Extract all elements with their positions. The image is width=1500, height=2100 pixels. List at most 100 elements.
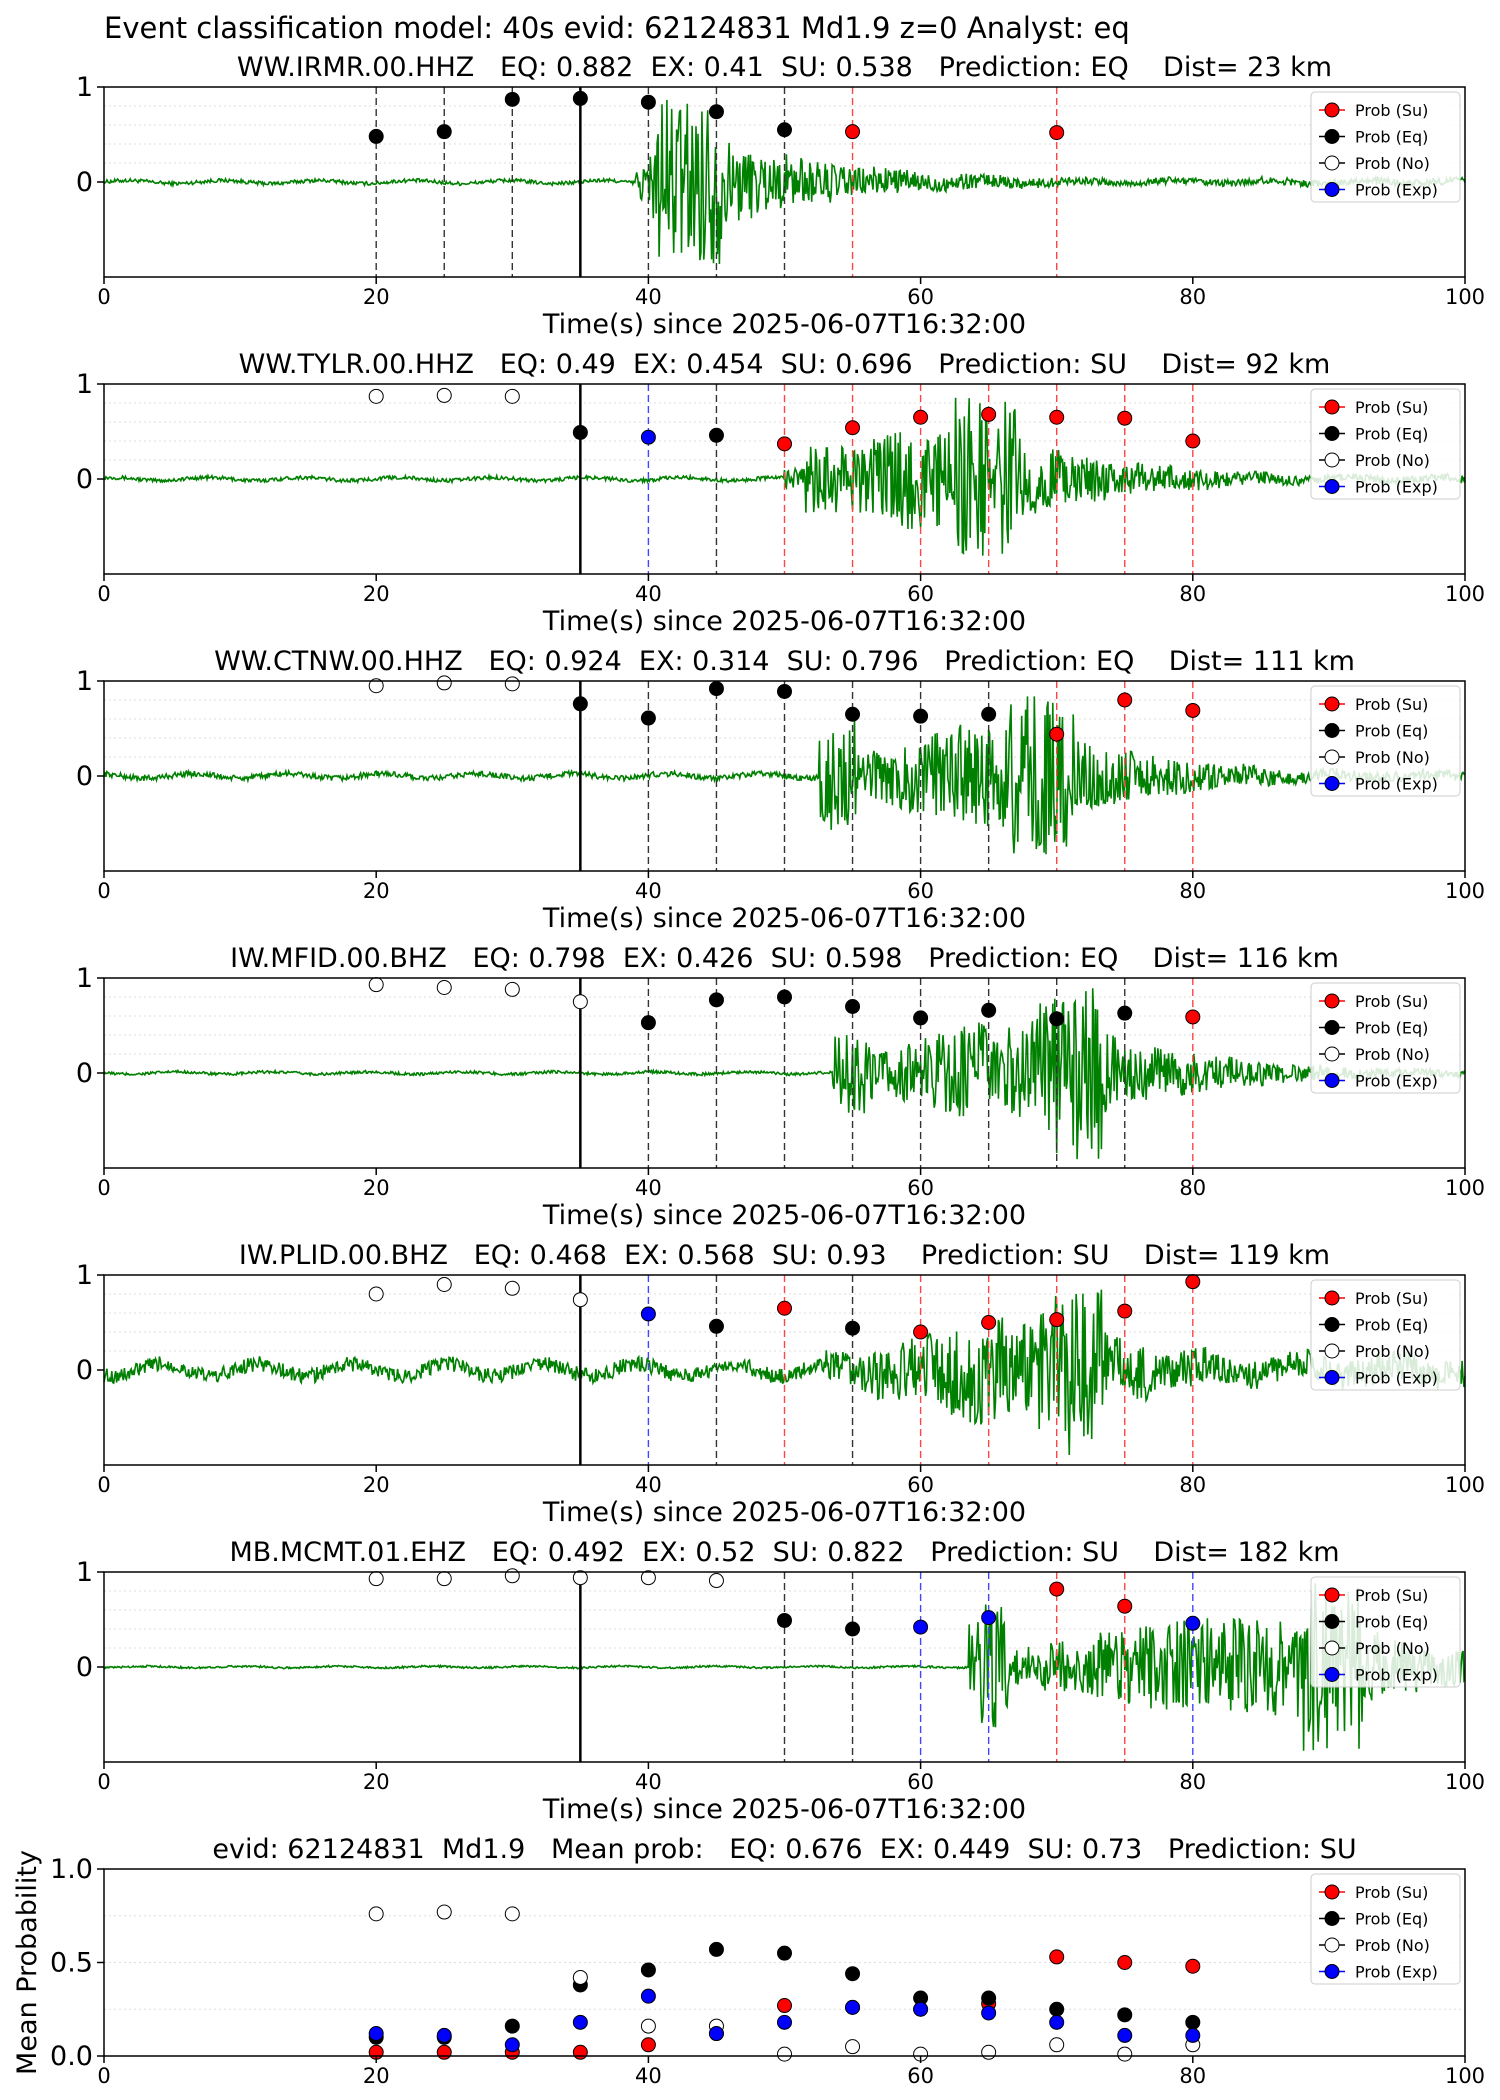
x-tick-label: 100 [1445,1473,1485,1497]
prob-point-su [981,406,997,422]
x-tick-label: 20 [363,1473,390,1497]
mean-point-su [1049,1949,1065,1965]
legend-label: Prob (Su) [1355,992,1428,1011]
prob-point-eq [913,1010,929,1026]
x-tick-label: 100 [1445,2064,1485,2088]
prob-point-no [436,675,452,691]
y-tick-label: 1 [76,1557,93,1588]
x-tick-label: 60 [907,1176,934,1200]
legend-marker-eq [1324,723,1340,738]
y-tick-label: 0 [76,1058,93,1089]
mean-point-exp [504,2037,520,2053]
x-tick-label: 20 [363,582,390,606]
mean-point-eq [640,1962,656,1978]
legend-label: Prob (No) [1355,451,1430,470]
mean-point-su [572,2044,588,2060]
x-axis-label: Time(s) since 2025-06-07T16:32:00 [542,309,1026,340]
prob-point-eq [913,708,929,724]
prob-point-eq [572,90,588,106]
x-tick-label: 0 [97,879,110,903]
x-tick-label: 20 [363,879,390,903]
prob-point-su [1117,410,1133,426]
y-tick-label: 0 [76,464,93,495]
chart-panel-5: IW.PLID.00.BHZ EQ: 0.468 EX: 0.568 SU: 0… [76,1240,1485,1528]
chart-title: WW.IRMR.00.HHZ EQ: 0.882 EX: 0.41 SU: 0.… [237,52,1332,83]
prob-point-no [436,1277,452,1292]
legend-label: Prob (No) [1355,1342,1430,1361]
legend-label: Prob (Exp) [1355,1072,1438,1091]
legend: Prob (Su) Prob (Eq) Prob (No) Prob (Exp) [1310,388,1461,500]
prob-point-su [1049,1312,1065,1328]
x-tick-label: 60 [907,1473,934,1497]
x-tick-label: 0 [97,2064,110,2088]
mean-point-su [640,2037,656,2053]
prob-point-no [436,387,452,403]
mean-point-no [777,2046,792,2062]
legend-label: Prob (Eq) [1355,1910,1428,1929]
legend-marker-no [1324,155,1340,171]
x-tick-label: 80 [1179,1176,1206,1200]
prob-point-eq [777,683,792,699]
mean-point-no [845,2039,861,2055]
x-tick-label: 40 [635,2064,662,2088]
legend-label: Prob (Su) [1355,1586,1428,1605]
legend-label: Prob (No) [1355,1639,1430,1658]
legend-box [1310,982,1461,1094]
y-axis-label: Mean Probability [12,1850,43,2075]
mean-point-no [504,1906,520,1922]
legend-marker-su [1324,696,1340,712]
x-tick-label: 0 [97,1770,110,1794]
mean-point-exp [777,2014,792,2030]
prob-point-su [1117,1598,1133,1614]
waveform-trace [103,696,1466,855]
prob-point-no [368,977,384,993]
x-tick-label: 0 [97,1176,110,1200]
mean-point-exp [1185,2027,1201,2043]
mean-point-exp [1049,2014,1065,2030]
prob-point-no [504,1280,520,1296]
chart-title: IW.PLID.00.BHZ EQ: 0.468 EX: 0.568 SU: 0… [239,1240,1330,1271]
waveform-trace [103,99,1466,265]
mean-point-exp [572,2014,588,2030]
mean-point-su [436,2044,452,2060]
x-tick-label: 0 [97,582,110,606]
legend-label: Prob (Eq) [1355,1316,1428,1335]
legend-label: Prob (No) [1355,748,1430,767]
y-tick-label: 0 [76,1652,93,1683]
x-tick-label: 40 [635,1770,662,1794]
prob-point-eq [845,1320,861,1336]
prob-point-eq [572,696,588,712]
x-tick-label: 80 [1179,285,1206,309]
mean-point-exp [640,1988,656,2004]
chart-title: WW.TYLR.00.HHZ EQ: 0.49 EX: 0.454 SU: 0.… [239,349,1331,380]
legend-marker-eq [1324,1614,1340,1629]
chart-panel-2: WW.TYLR.00.HHZ EQ: 0.49 EX: 0.454 SU: 0.… [76,349,1485,637]
prob-point-su [777,1300,792,1316]
legend-label: Prob (Su) [1355,101,1428,120]
prob-point-su [777,436,792,452]
legend-marker-no [1324,452,1340,468]
legend-marker-exp [1324,1370,1340,1385]
legend-label: Prob (Eq) [1355,425,1428,444]
legend-marker-exp [1324,1073,1340,1088]
mean-point-no [981,2044,997,2060]
legend-label: Prob (Exp) [1355,775,1438,794]
mean-point-exp [913,2001,929,2017]
x-tick-label: 100 [1445,879,1485,903]
legend-label: Prob (Eq) [1355,128,1428,147]
x-axis-label: Time(s) since 2025-06-07T16:32:00 [542,903,1026,934]
prob-point-su [1049,125,1065,141]
legend-box [1310,1576,1461,1688]
legend-marker-su [1324,1290,1340,1306]
chart-panel-6: MB.MCMT.01.EHZ EQ: 0.492 EX: 0.52 SU: 0.… [76,1537,1485,1825]
prob-point-eq [640,94,656,110]
legend-label: Prob (No) [1355,1045,1430,1064]
prob-point-no [368,678,384,694]
mean-point-eq [504,2018,520,2034]
prob-point-no [436,1571,452,1587]
prob-point-eq [708,1318,724,1334]
legend-label: Prob (Eq) [1355,1613,1428,1632]
x-tick-label: 60 [907,285,934,309]
chart-title: evid: 62124831 Md1.9 Mean prob: EQ: 0.67… [212,1834,1356,1865]
x-tick-label: 80 [1179,879,1206,903]
